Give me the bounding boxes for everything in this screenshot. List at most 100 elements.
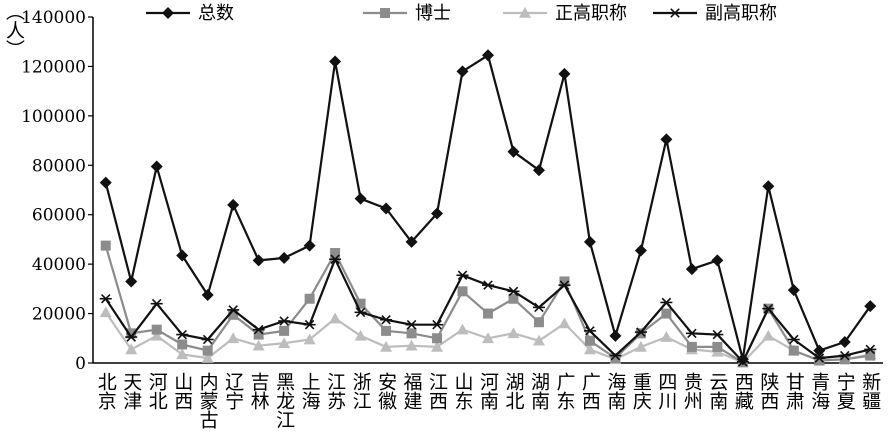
x-tick-label: 新疆 — [859, 372, 881, 410]
data-point — [125, 275, 138, 288]
data-point — [431, 207, 444, 220]
x-tick-label: 北京 — [95, 372, 117, 411]
data-point — [558, 67, 571, 80]
data-point — [431, 340, 444, 352]
x-tick-label: 广西 — [579, 372, 601, 410]
data-point — [482, 280, 494, 290]
data-point — [814, 355, 825, 366]
legend-item: 博士 — [363, 3, 451, 24]
data-point — [99, 293, 112, 304]
x-tick-label: 安徽 — [375, 372, 397, 410]
x-tick-label: 河南 — [477, 372, 499, 410]
legend-item: 副高职称 — [653, 3, 777, 24]
data-point — [227, 305, 240, 315]
data-point — [176, 329, 189, 340]
data-point — [278, 316, 291, 326]
data-point — [176, 249, 189, 262]
legend-item: 总数 — [146, 3, 234, 24]
data-point — [202, 345, 213, 356]
legend-label: 总数 — [198, 3, 234, 24]
data-point — [456, 323, 469, 335]
data-point — [685, 263, 698, 276]
x-tick-label: 四川 — [655, 372, 677, 410]
data-point — [380, 202, 393, 215]
data-point — [634, 327, 647, 337]
data-point — [150, 160, 163, 173]
data-point — [864, 300, 877, 313]
data-point — [712, 341, 723, 352]
y-tick-label: 60000 — [32, 206, 86, 226]
data-point — [583, 343, 596, 355]
legend-marker — [519, 7, 531, 18]
data-point — [558, 317, 571, 329]
data-point — [431, 319, 444, 330]
data-point — [660, 331, 673, 342]
data-point — [329, 312, 342, 324]
data-point — [150, 298, 163, 309]
data-point — [762, 303, 775, 314]
data-point — [99, 176, 112, 189]
y-axis-label: （人） — [3, 2, 25, 59]
data-point — [126, 328, 137, 339]
x-tick-label: 吉林 — [248, 372, 270, 410]
y-tick-label: 100000 — [21, 107, 86, 127]
data-point — [380, 314, 393, 325]
data-point — [864, 344, 877, 355]
legend-marker — [380, 8, 390, 18]
y-tick-label: 0 — [75, 354, 86, 374]
data-point — [838, 350, 851, 361]
data-point — [787, 334, 800, 345]
data-point — [201, 334, 214, 345]
y-tick-label: 120000 — [21, 57, 86, 77]
data-point — [252, 324, 265, 335]
legend-label: 博士 — [415, 3, 451, 24]
x-tick-label: 西藏 — [732, 372, 754, 411]
data-point — [227, 332, 240, 344]
data-point — [457, 286, 468, 297]
data-point — [100, 240, 111, 251]
series-layer — [99, 49, 877, 368]
data-point — [813, 344, 826, 357]
data-point — [303, 333, 316, 345]
data-point — [125, 343, 138, 355]
data-point — [227, 198, 240, 211]
data-point — [176, 348, 189, 360]
x-tick-label: 贵州 — [681, 372, 703, 410]
data-point — [711, 329, 724, 340]
data-point — [482, 49, 494, 62]
series-line — [104, 245, 871, 364]
data-point — [151, 324, 162, 335]
x-tick-label: 江苏 — [324, 372, 346, 410]
data-point — [456, 270, 469, 281]
data-point — [380, 340, 393, 352]
data-point — [330, 248, 341, 259]
y-tick-label: 40000 — [32, 255, 86, 275]
x-tick-label: 黑龙江 — [273, 372, 295, 429]
data-point — [762, 329, 775, 341]
data-point — [329, 254, 342, 264]
data-point — [279, 325, 290, 336]
x-tick-label: 山东 — [452, 372, 474, 410]
data-point — [354, 307, 367, 318]
x-tick-label: 辽宁 — [222, 372, 244, 410]
data-point — [532, 302, 545, 313]
data-point — [381, 325, 392, 336]
data-point — [507, 327, 520, 339]
x-tick-label: 海南 — [604, 372, 626, 410]
data-point — [686, 341, 697, 352]
x-tick-label: 上海 — [299, 372, 321, 410]
x-tick-label: 天津 — [120, 372, 142, 410]
data-point — [405, 319, 418, 330]
data-point — [456, 65, 469, 78]
data-point — [252, 254, 265, 267]
data-point — [711, 254, 724, 267]
data-point — [634, 244, 647, 257]
data-point — [201, 289, 214, 302]
data-point — [304, 293, 315, 304]
data-point — [584, 335, 595, 346]
x-tick-label: 湖北 — [502, 372, 524, 410]
data-point — [660, 133, 673, 146]
legend-label: 副高职称 — [705, 3, 777, 24]
data-point — [201, 352, 214, 363]
